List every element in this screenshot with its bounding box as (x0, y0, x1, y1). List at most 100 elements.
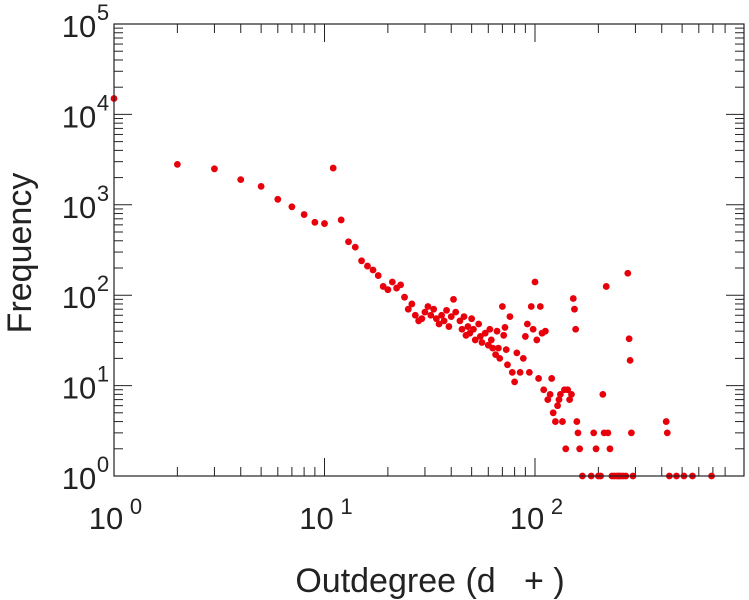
y-tick-label: 10 5 (62, 0, 109, 44)
data-point (421, 308, 429, 316)
data-point (397, 281, 405, 289)
data-point (555, 396, 563, 403)
data-point (408, 300, 416, 308)
data-point (458, 325, 466, 333)
y-tick-label: 10 0 (62, 452, 109, 496)
x-tick-label: 10 1 (299, 494, 352, 536)
data-point (401, 293, 408, 301)
data-point (624, 269, 632, 277)
data-point (487, 336, 495, 344)
data-point (424, 303, 432, 310)
data-point (590, 429, 598, 437)
axis-ticks (113, 23, 744, 477)
data-point (501, 324, 509, 331)
y-tick-label-exponent: 1 (97, 362, 109, 387)
data-point (576, 445, 584, 453)
data-point (627, 429, 635, 437)
data-point (548, 375, 556, 382)
x-tick-label-exponent: 0 (130, 494, 142, 519)
data-point (523, 320, 531, 328)
data-point (257, 182, 265, 190)
y-tick-label: 10 3 (62, 181, 109, 225)
y-tick-label: 10 2 (62, 271, 109, 315)
data-point (602, 283, 610, 290)
y-tick-label-exponent: 0 (97, 452, 109, 477)
data-point (559, 418, 566, 425)
data-point (358, 257, 365, 265)
data-point (432, 315, 440, 323)
data-point (544, 396, 552, 403)
data-point (626, 357, 634, 364)
y-tick-label: 10 4 (62, 90, 109, 134)
y-tick-label-exponent: 5 (97, 0, 109, 25)
y-axis-label: Frequency (1, 173, 39, 334)
data-point (606, 445, 614, 453)
data-point (541, 327, 549, 335)
tick-labels: 10 0 10 1 10 210 010 110 210 310 410 5 (62, 0, 563, 536)
data-point (663, 429, 671, 437)
y-tick-label-base: 10 (62, 190, 96, 225)
data-point (531, 278, 539, 286)
data-point (288, 203, 296, 211)
data-point (552, 418, 559, 425)
data-point (568, 390, 575, 398)
data-point (494, 344, 502, 352)
data-point (440, 317, 448, 325)
data-point (489, 344, 497, 352)
data-point (274, 195, 282, 203)
data-point (573, 418, 581, 425)
data-point (502, 346, 510, 354)
data-point (486, 325, 494, 333)
data-point (470, 325, 477, 333)
x-tick-label: 10 2 (510, 494, 563, 536)
data-point (564, 386, 572, 394)
data-point (662, 418, 670, 425)
data-point (475, 320, 483, 328)
data-point (481, 329, 489, 337)
data-point (500, 331, 508, 339)
data-point (554, 402, 561, 410)
data-point (374, 272, 382, 279)
data-point (173, 160, 181, 168)
x-tick-label-base: 10 (299, 501, 333, 536)
y-tick-label-exponent: 2 (97, 271, 109, 296)
data-point (493, 327, 501, 335)
x-tick-label: 10 0 (89, 494, 142, 536)
y-tick-label-base: 10 (62, 371, 96, 406)
data-point (562, 445, 570, 453)
y-tick-label-base: 10 (62, 9, 96, 44)
data-point (404, 305, 412, 313)
data-point (536, 303, 544, 310)
data-point (516, 368, 524, 376)
y-tick-label-exponent: 4 (97, 90, 109, 115)
data-point (321, 220, 328, 227)
x-tick-label-base: 10 (89, 501, 123, 536)
data-point (329, 164, 337, 172)
data-point (599, 390, 607, 398)
y-tick-label-exponent: 3 (97, 181, 109, 206)
data-point (572, 325, 580, 333)
y-tick-label-base: 10 (62, 280, 96, 315)
data-point (571, 305, 578, 313)
data-point (460, 313, 468, 320)
data-point (447, 313, 455, 320)
data-point (556, 390, 564, 398)
data-point (540, 386, 548, 394)
data-point (384, 286, 392, 294)
data-point (388, 278, 396, 286)
data-point (435, 320, 443, 328)
data-point (411, 311, 419, 319)
data-point (445, 323, 453, 330)
data-point (496, 354, 504, 362)
data-point (549, 409, 557, 417)
data-point (364, 262, 371, 270)
data-point (566, 396, 573, 403)
y-tick-label-base: 10 (62, 99, 96, 134)
data-point (300, 211, 308, 218)
data-point (506, 313, 514, 320)
data-point (471, 336, 479, 344)
data-point (345, 238, 352, 246)
data-point (430, 305, 438, 313)
data-point (525, 368, 533, 376)
